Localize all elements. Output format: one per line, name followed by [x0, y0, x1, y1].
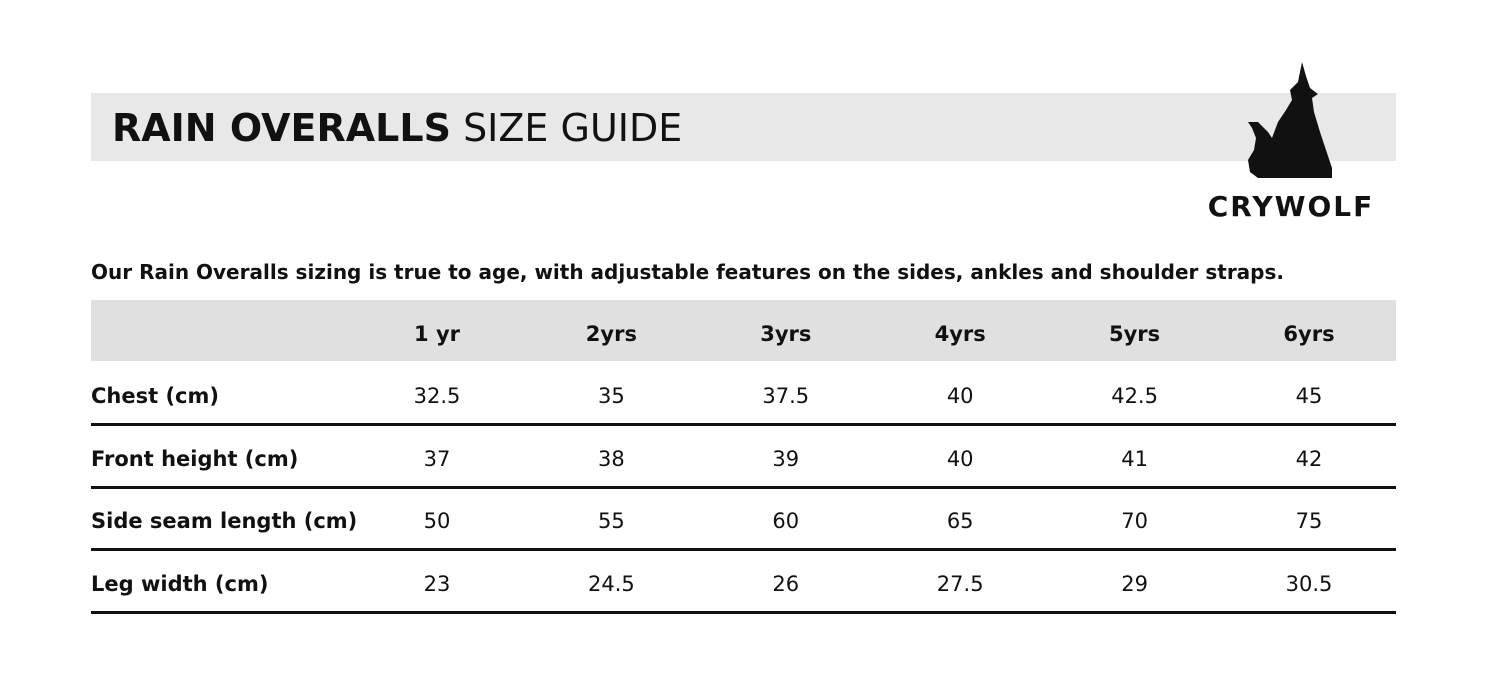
row-label: Front height (cm) [91, 446, 299, 471]
column-header: 3yrs [760, 322, 812, 346]
title-band [91, 93, 1396, 161]
row-divider [91, 610, 1396, 614]
table-cell: 70 [1121, 509, 1148, 533]
table-cell: 40 [946, 384, 974, 408]
table-header-band [91, 300, 1396, 361]
brand-name: CRYWOLF [1207, 190, 1375, 223]
table-cell: 37.5 [762, 384, 810, 408]
table-cell: 40 [946, 446, 974, 471]
column-header: 2yrs [585, 322, 637, 346]
table-cell: 60 [772, 509, 800, 533]
table-cell: 29 [1121, 571, 1148, 596]
table-cell: 39 [772, 446, 800, 471]
table-cell: 65 [946, 509, 974, 533]
title-bold: RAIN OVERALLS [112, 106, 451, 150]
row-divider [91, 423, 1396, 426]
intro-text: Our Rain Overalls sizing is true to age,… [91, 260, 1284, 284]
table-cell: 24.5 [588, 571, 635, 596]
table-cell: 42 [1295, 446, 1323, 471]
table-cell: 50 [423, 509, 451, 533]
row-divider [91, 548, 1396, 551]
table-cell: 27.5 [936, 571, 984, 596]
row-divider [91, 485, 1396, 489]
table-cell: 42.5 [1111, 384, 1158, 408]
title: RAIN OVERALLS SIZE GUIDE [112, 104, 682, 152]
column-header: 1 yr [414, 322, 460, 346]
table-cell: 23 [423, 571, 451, 596]
row-label: Leg width (cm) [91, 571, 269, 596]
column-header: 6yrs [1283, 322, 1335, 346]
table-cell: 75 [1295, 509, 1323, 533]
table-cell: 37 [423, 446, 451, 471]
table-cell: 32.5 [413, 384, 461, 408]
table-cell: 35 [598, 384, 625, 408]
column-header: 4yrs [934, 322, 986, 346]
table-cell: 41 [1121, 446, 1148, 471]
row-label: Chest (cm) [91, 384, 219, 408]
table-cell: 45 [1295, 384, 1323, 408]
table-cell: 55 [598, 509, 625, 533]
table-cell: 38 [598, 446, 625, 471]
column-header: 5yrs [1109, 322, 1161, 346]
table-cell: 26 [772, 571, 800, 596]
wolf-logo [1248, 62, 1332, 178]
table-cell: 30.5 [1285, 571, 1333, 596]
row-label: Side seam length (cm) [91, 509, 358, 533]
title-light: SIZE GUIDE [463, 106, 683, 150]
